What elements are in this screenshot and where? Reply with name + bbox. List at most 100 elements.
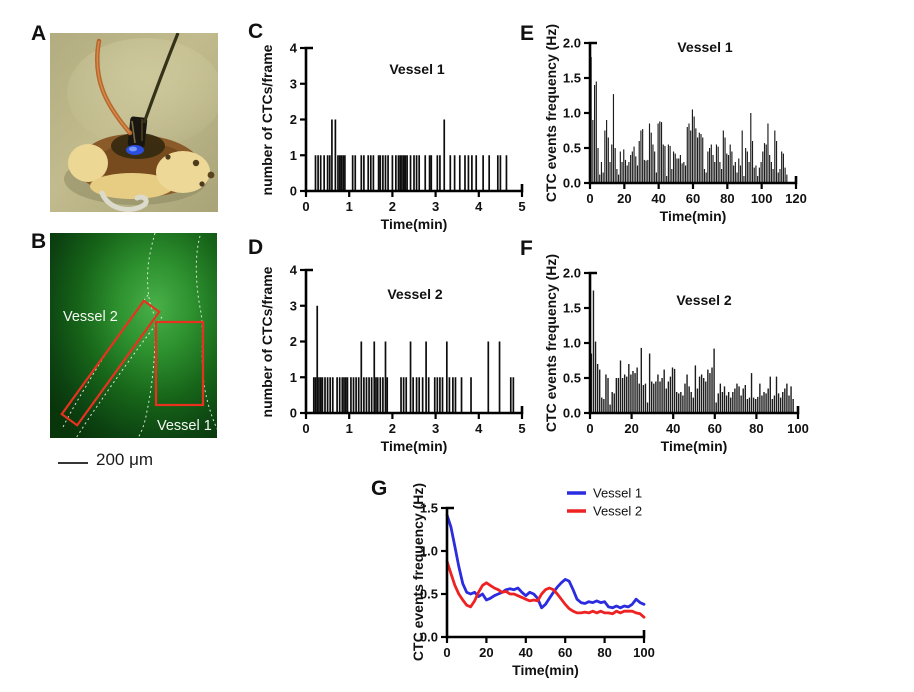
panel-letter-d: D: [248, 236, 264, 259]
x-tick-label: 1: [346, 199, 353, 214]
chart-ctc-frequency-comparison: 0.0 0.5 1.0 1.5 0 20 40 60 80 100 Time(min) CTC eve…: [410, 483, 655, 678]
x-tick-label: 0: [586, 191, 593, 206]
vessel1-roi-rectangle: [154, 320, 205, 407]
ear-spot: [192, 159, 200, 167]
x-axis: [445, 630, 646, 639]
x-axis-title: Time(min): [381, 438, 448, 454]
vessel1-label: Vessel 1: [157, 418, 212, 434]
panel-letter-e: E: [520, 22, 535, 45]
panel-letter-a: A: [31, 22, 47, 45]
x-tick-label: 1: [346, 421, 353, 436]
line-series: [445, 513, 646, 619]
fur-patch-left: [68, 144, 108, 182]
y-tick-label: 0.0: [420, 630, 438, 645]
y-tick-label: 1.5: [563, 301, 581, 316]
y-tick-label: 0.0: [563, 406, 581, 421]
x-tick-label: 40: [651, 191, 665, 206]
scale-bar: 200 μm: [58, 450, 153, 469]
chart-ctcs-per-frame-vessel1: 0 1 2 3 4 0 1 2 3 4 5 Vessel 1 Time(min) number of CT…: [259, 41, 526, 233]
y-tick-label: 1.0: [563, 336, 581, 351]
x-tick-label: 2: [389, 199, 396, 214]
y-tick-label: 1.5: [563, 71, 581, 86]
series-vessel-1: [445, 513, 646, 610]
y-axis-title: number of CTCs/frame: [259, 266, 275, 417]
y-tick-label: 1.5: [420, 501, 438, 516]
chart-title: Vessel 2: [387, 286, 442, 302]
fiber-cable: [142, 33, 180, 124]
legend: Vessel 1 Vessel 2: [567, 486, 642, 519]
photo-highlight: [67, 38, 218, 148]
x-tick-label: 80: [720, 191, 734, 206]
x-tick-label: 80: [597, 645, 611, 660]
vessel2-roi-rectangle: [60, 299, 161, 427]
micrograph-background: [50, 233, 217, 438]
axes: 0.0 0.5 1.0 1.5 2.0 0 20 40 60 80 100 120: [563, 36, 807, 207]
x-tick-label: 100: [633, 645, 655, 660]
y-tick-label: 3: [290, 298, 297, 313]
vessel2-label: Vessel 2: [63, 309, 118, 325]
panel-letter-g: G: [371, 477, 388, 500]
data-bars: [590, 290, 794, 413]
data-bars: [312, 305, 515, 413]
x-tick-label: 40: [519, 645, 533, 660]
x-tick-label: 5: [518, 199, 525, 214]
chart-title: Vessel 1: [677, 39, 732, 55]
y-tick-label: 0.0: [563, 176, 581, 191]
y-tick-label: 0.5: [563, 141, 581, 156]
y-axis: [304, 268, 313, 415]
x-axis-title: Time(min): [381, 216, 448, 232]
nose-spot: [207, 171, 215, 179]
x-tick-label: 60: [708, 421, 722, 436]
y-tick-label: 1: [290, 370, 297, 385]
x-tick-label: 120: [785, 191, 807, 206]
axes: 0.0 0.5 1.0 1.5 0 20 40 60 80 100: [420, 501, 655, 661]
x-axis-title: Time(min): [660, 208, 727, 224]
legend-label: Vessel 1: [593, 486, 642, 501]
y-tick-label: 0.5: [563, 371, 581, 386]
mouse-head: [156, 151, 210, 193]
x-tick-label: 0: [302, 199, 309, 214]
x-tick-label: 4: [475, 199, 483, 214]
y-axis-title: CTC events frequency (Hz): [543, 254, 559, 432]
panel-letter-c: C: [248, 20, 264, 43]
y-tick-label: 1.0: [563, 106, 581, 121]
mouse-tail-highlight: [96, 40, 131, 134]
y-tick-label: 2: [290, 112, 297, 127]
axes: 0.0 0.5 1.0 1.5 2.0 0 20 40 60 80 100: [563, 266, 809, 437]
x-tick-label: 20: [617, 191, 631, 206]
x-tick-label: 0: [302, 421, 309, 436]
white-tail: [99, 190, 149, 212]
x-axis-title: Time(min): [512, 662, 579, 678]
x-tick-label: 0: [443, 645, 450, 660]
blue-led-core: [129, 146, 137, 152]
y-axis-title: number of CTCs/frame: [259, 44, 275, 195]
y-axis-title: CTC events frequency (Hz): [543, 24, 559, 202]
panel-letter-b: B: [31, 230, 47, 253]
x-tick-label: 20: [624, 421, 638, 436]
y-tick-label: 0: [290, 406, 297, 421]
y-tick-label: 0: [290, 184, 297, 199]
fluorescence-micrograph-panel: Vessel 2 Vessel 1: [50, 233, 217, 438]
x-tick-label: 80: [749, 421, 763, 436]
chart-title: Vessel 2: [676, 292, 731, 308]
y-tick-label: 2: [290, 334, 297, 349]
y-tick-label: 4: [290, 263, 298, 278]
connector-pin: [131, 120, 136, 144]
chart-title: Vessel 1: [389, 61, 444, 77]
y-tick-label: 2.0: [563, 266, 581, 281]
x-tick-label: 100: [787, 421, 809, 436]
y-tick-label: 1: [290, 148, 297, 163]
chart-ctc-frequency-vessel2: 0.0 0.5 1.0 1.5 2.0 0 20 40 60 80 100 Vessel 2 Time(…: [543, 254, 809, 454]
ear-spot: [165, 154, 171, 160]
axes: 0 1 2 3 4 0 1 2 3 4 5: [290, 263, 526, 437]
x-tick-label: 60: [558, 645, 572, 660]
x-tick-label: 2: [389, 421, 396, 436]
x-tick-label: 60: [686, 191, 700, 206]
x-tick-label: 100: [751, 191, 773, 206]
series-vessel-2: [445, 559, 646, 619]
scale-bar-label: 200 μm: [96, 450, 153, 469]
y-tick-label: 0.5: [420, 587, 438, 602]
axes: 0 1 2 3 4 0 1 2 3 4 5: [290, 41, 526, 215]
x-tick-label: 4: [475, 421, 483, 436]
